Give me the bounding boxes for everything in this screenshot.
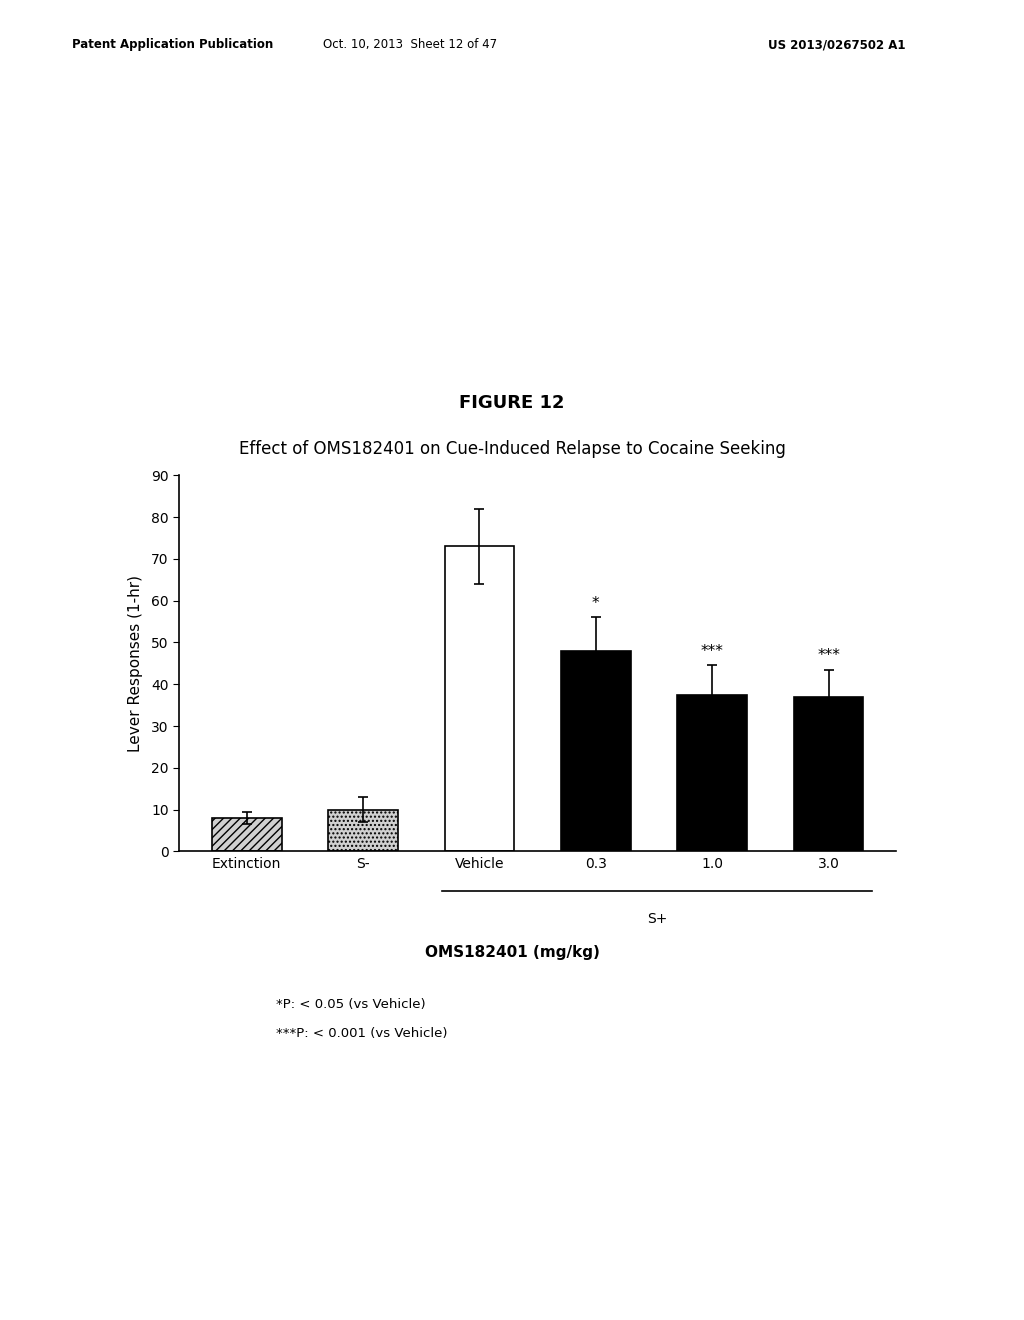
Text: FIGURE 12: FIGURE 12 — [459, 393, 565, 412]
Text: ***P: < 0.001 (vs Vehicle): ***P: < 0.001 (vs Vehicle) — [276, 1027, 447, 1040]
Text: S+: S+ — [647, 912, 668, 927]
Text: OMS182401 (mg/kg): OMS182401 (mg/kg) — [425, 945, 599, 960]
Y-axis label: Lever Responses (1-hr): Lever Responses (1-hr) — [128, 574, 142, 752]
Bar — [444, 546, 514, 851]
Bar — [328, 809, 398, 851]
Text: Oct. 10, 2013  Sheet 12 of 47: Oct. 10, 2013 Sheet 12 of 47 — [323, 38, 497, 51]
Text: Patent Application Publication: Patent Application Publication — [72, 38, 273, 51]
Bar — [794, 697, 863, 851]
Text: ***: *** — [700, 644, 724, 659]
Text: Effect of OMS182401 on Cue-Induced Relapse to Cocaine Seeking: Effect of OMS182401 on Cue-Induced Relap… — [239, 440, 785, 458]
Bar — [212, 818, 282, 851]
Text: *: * — [592, 597, 600, 611]
Bar — [561, 651, 631, 851]
Text: *P: < 0.05 (vs Vehicle): *P: < 0.05 (vs Vehicle) — [276, 998, 426, 1011]
Bar — [677, 694, 748, 851]
Text: ***: *** — [817, 648, 840, 664]
Text: US 2013/0267502 A1: US 2013/0267502 A1 — [768, 38, 905, 51]
